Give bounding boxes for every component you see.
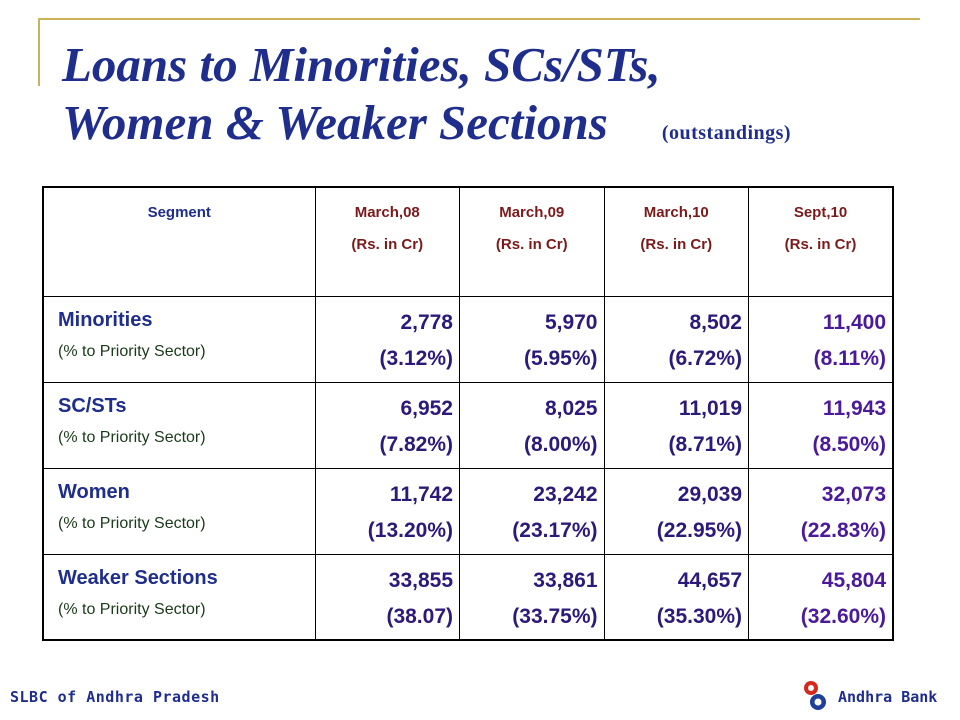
cell-value: 6,952 <box>400 396 453 420</box>
cell-value: 2,778 <box>400 310 453 334</box>
value-cell: 11,742 (13.20%) <box>314 467 460 555</box>
value-cell: 29,039 (22.95%) <box>603 467 749 555</box>
row-label-cell: Minorities (% to Priority Sector) <box>42 295 316 383</box>
value-cell: 33,861 (33.75%) <box>459 553 605 641</box>
cell-percent: (33.75%) <box>512 604 598 628</box>
cell-value: 11,742 <box>389 482 453 506</box>
cell-value: 32,073 <box>821 482 886 506</box>
header-period: March,08 (Rs. in Cr) <box>314 186 460 297</box>
cell-percent: (32.60%) <box>800 604 886 628</box>
cell-percent: (8.00%) <box>523 432 598 456</box>
row-subtitle: (% to Priority Sector) <box>58 600 206 618</box>
title-line-2: Women & Weaker Sections (outstandings) <box>62 94 942 162</box>
row-name: SC/STs <box>58 394 127 417</box>
row-subtitle: (% to Priority Sector) <box>58 514 206 532</box>
row-name: Weaker Sections <box>58 566 218 589</box>
cell-percent: (23.17%) <box>512 518 598 542</box>
value-cell: 23,242 (23.17%) <box>459 467 605 555</box>
title-line-2-text: Women & Weaker Sections <box>62 95 608 150</box>
cell-percent: (22.95%) <box>656 518 742 542</box>
logo-red-circle-hole <box>808 685 814 691</box>
value-cell: 11,400 (8.11%) <box>748 295 894 383</box>
row-name: Women <box>58 480 130 503</box>
value-cell: 6,952 (7.82%) <box>314 381 460 469</box>
cell-value: 5,970 <box>544 310 598 334</box>
cell-percent: (35.30%) <box>656 604 742 628</box>
row-name: Minorities <box>58 308 153 331</box>
value-cell: 44,657 (35.30%) <box>603 553 749 641</box>
header-period-label: March,08 <box>354 204 420 221</box>
header-period-unit: (Rs. in Cr) <box>495 236 568 253</box>
row-label-cell: Women (% to Priority Sector) <box>42 467 316 555</box>
header-period: March,09 (Rs. in Cr) <box>459 186 605 297</box>
row-subtitle: (% to Priority Sector) <box>58 342 206 360</box>
row-subtitle: (% to Priority Sector) <box>58 428 206 446</box>
header-period-unit: (Rs. in Cr) <box>784 236 857 253</box>
cell-percent: (6.72%) <box>668 346 742 370</box>
value-cell: 11,019 (8.71%) <box>603 381 749 469</box>
header-period-unit: (Rs. in Cr) <box>640 236 713 253</box>
header-period: March,10 (Rs. in Cr) <box>603 186 749 297</box>
value-cell: 32,073 (22.83%) <box>748 467 894 555</box>
footer-bank-name: Andhra Bank <box>838 688 938 706</box>
value-cell: 8,502 (6.72%) <box>603 295 749 383</box>
cell-percent: (3.12%) <box>379 346 453 370</box>
header-period-label: Sept,10 <box>793 204 848 221</box>
cell-value: 33,855 <box>388 568 453 592</box>
table-row: Minorities (% to Priority Sector) 2,778 (3… <box>42 295 894 383</box>
row-label-cell: SC/STs (% to Priority Sector) <box>42 381 316 469</box>
header-segment: Segment <box>42 186 316 297</box>
value-cell: 8,025 (8.00%) <box>459 381 605 469</box>
value-cell: 45,804 (32.60%) <box>748 553 894 641</box>
cell-percent: (8.71%) <box>668 432 742 456</box>
table-row: Women (% to Priority Sector) 11,742 (13.20… <box>42 467 894 555</box>
header-period-label: March,10 <box>643 204 709 221</box>
value-cell: 33,855 (38.07) <box>314 553 460 641</box>
value-cell: 2,778 (3.12%) <box>314 295 460 383</box>
cell-percent: (13.20%) <box>367 518 453 542</box>
cell-value: 23,242 <box>533 482 598 506</box>
cell-value: 8,025 <box>544 396 598 420</box>
logo-blue-circle-hole <box>814 698 822 706</box>
value-cell: 11,943 (8.50%) <box>748 381 894 469</box>
row-label-cell: Weaker Sections (% to Priority Sector) <box>42 553 316 641</box>
table-header-row: Segment March,08 (Rs. in Cr) March,09 (Rs.… <box>42 186 894 297</box>
header-period-unit: (Rs. in Cr) <box>351 236 424 253</box>
slide-title: Loans to Minorities, SCs/STs, Women & We… <box>62 36 942 162</box>
cell-value: 8,502 <box>689 310 742 334</box>
cell-percent: (8.11%) <box>813 346 886 370</box>
header-period: Sept,10 (Rs. in Cr) <box>748 186 894 297</box>
header-period-label: March,09 <box>499 204 565 221</box>
cell-percent: (38.07) <box>386 604 453 628</box>
title-line-1: Loans to Minorities, SCs/STs, <box>62 37 661 92</box>
loans-table: Segment March,08 (Rs. in Cr) March,09 (Rs.… <box>42 186 894 641</box>
cell-value: 45,804 <box>821 568 886 592</box>
table-row: SC/STs (% to Priority Sector) 6,952 (7.82%… <box>42 381 894 469</box>
cell-value: 44,657 <box>677 568 742 592</box>
cell-percent: (5.95%) <box>523 346 598 370</box>
cell-value: 11,943 <box>822 396 886 420</box>
andhra-bank-logo-icon <box>804 681 826 710</box>
cell-value: 11,400 <box>822 310 886 334</box>
value-cell: 5,970 (5.95%) <box>459 295 605 383</box>
decorative-frame-vertical <box>38 18 40 86</box>
table-row: Weaker Sections (% to Priority Sector) 33… <box>42 553 894 641</box>
cell-percent: (22.83%) <box>800 518 886 542</box>
cell-value: 33,861 <box>533 568 598 592</box>
cell-percent: (7.82%) <box>379 432 453 456</box>
footer-org-name: SLBC of Andhra Pradesh <box>10 688 220 706</box>
cell-value: 29,039 <box>677 482 742 506</box>
decorative-frame-horizontal <box>38 18 920 20</box>
cell-percent: (8.50%) <box>812 432 886 456</box>
title-subtitle: (outstandings) <box>661 122 792 144</box>
cell-value: 11,019 <box>678 396 742 420</box>
